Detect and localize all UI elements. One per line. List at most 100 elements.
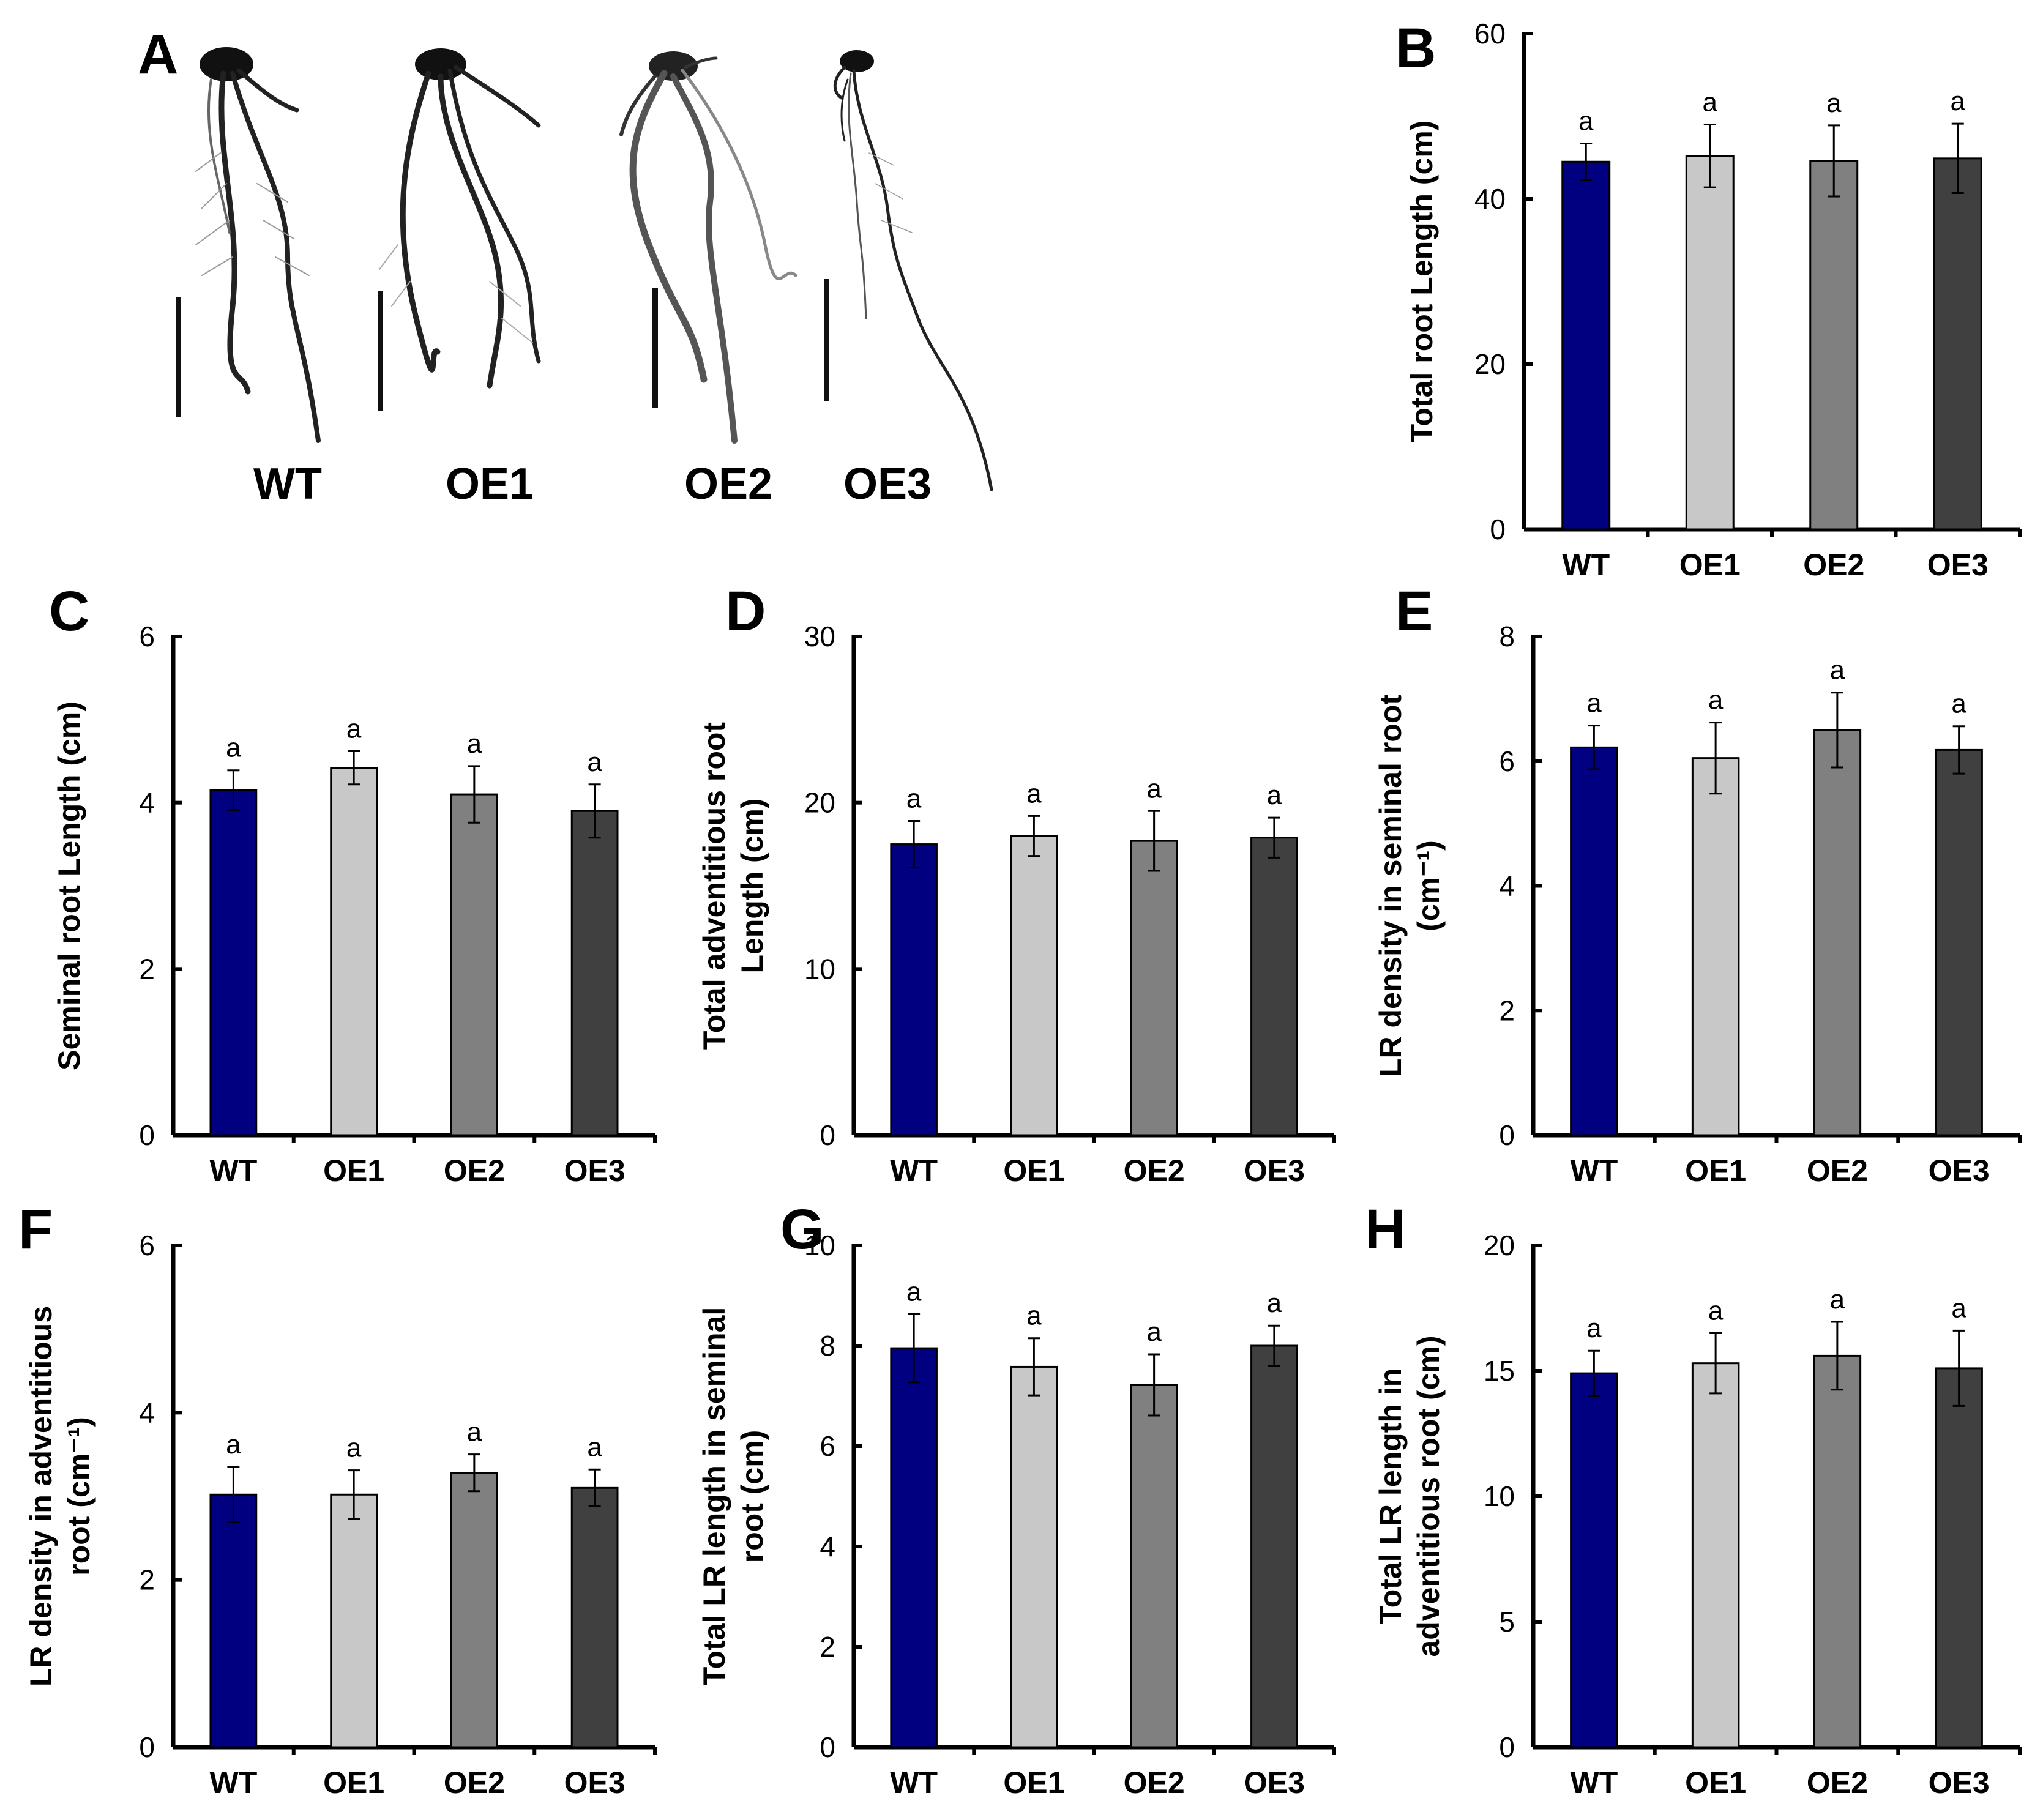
bar-oe3 (1250, 1344, 1298, 1748)
y-tick-label: 0 (139, 1731, 155, 1763)
bar-oe3 (1933, 157, 1982, 531)
y-tick-label: 2 (1499, 994, 1515, 1026)
panel-letter-d: D (725, 580, 766, 643)
bar-oe1 (1010, 1365, 1058, 1748)
x-tick-label-oe2: OE2 (1124, 1154, 1185, 1188)
x-tick-label-oe3: OE3 (1927, 548, 1989, 582)
oe1-seedling-image (379, 48, 541, 389)
significance-label: a (1267, 780, 1282, 810)
significance-label: a (906, 1277, 922, 1307)
oe2-scale-bar (652, 288, 658, 408)
oe3-seedling-image (833, 50, 993, 491)
bar-oe1 (330, 1493, 378, 1748)
bar-oe1 (1691, 757, 1740, 1136)
y-tick-label: 0 (1499, 1119, 1515, 1151)
x-tick-label-oe2: OE2 (444, 1766, 505, 1800)
significance-label: a (226, 733, 241, 763)
x-tick-label-oe1: OE1 (1679, 548, 1741, 582)
significance-label: a (346, 714, 362, 744)
bar-oe1 (1010, 835, 1058, 1136)
y-tick-label: 0 (1499, 1731, 1515, 1763)
bar-wt (209, 789, 258, 1136)
photo-label-oe3: OE3 (843, 460, 932, 509)
x-tick-label-oe3: OE3 (1244, 1154, 1305, 1188)
photo-label-wt: WT (253, 460, 322, 509)
y-tick-label: 0 (820, 1119, 835, 1151)
panel-a-letter: A (138, 23, 178, 86)
y-tick-label: 10 (1484, 1480, 1515, 1512)
x-tick-label-oe1: OE1 (1685, 1154, 1746, 1188)
bar-wt (1570, 746, 1618, 1136)
bar-wt (890, 1347, 938, 1748)
x-tick-label-oe1: OE1 (1685, 1766, 1746, 1800)
x-tick-label-oe2: OE2 (1807, 1766, 1868, 1800)
significance-label: a (1830, 1285, 1845, 1315)
x-tick-label-oe1: OE1 (323, 1154, 384, 1188)
chart-panel-g: G 0 2 4 6 8 10 Total LR length in seminal root (… (697, 1198, 1336, 1800)
x-tick-label-wt: WT (210, 1766, 258, 1800)
y-tick-label: 4 (139, 787, 155, 819)
y-axis-label: Seminal root Length (cm) (52, 701, 86, 1070)
photo-label-oe2: OE2 (684, 460, 772, 509)
significance-label: a (587, 747, 602, 777)
panel-letter-e: E (1395, 580, 1433, 643)
y-tick-label: 6 (1499, 745, 1515, 777)
bar-wt (209, 1493, 258, 1748)
y-tick-label: 4 (139, 1397, 155, 1428)
significance-label: a (1026, 778, 1042, 808)
bar-oe2 (1130, 1384, 1178, 1748)
bar-oe2 (1813, 729, 1862, 1136)
x-tick-label-wt: WT (890, 1154, 938, 1188)
wt-seedling-image (195, 47, 321, 443)
bar-wt (1561, 160, 1611, 531)
y-axis-label: (cm⁻¹) (1411, 840, 1446, 931)
y-tick-label: 8 (1499, 621, 1515, 652)
x-tick-label-wt: WT (210, 1154, 258, 1188)
significance-label: a (467, 729, 482, 759)
x-tick-label-oe3: OE3 (1929, 1766, 1990, 1800)
y-tick-label: 20 (1484, 1229, 1515, 1261)
bar-oe1 (1685, 155, 1735, 531)
bar-oe2 (450, 793, 498, 1136)
y-tick-label: 10 (804, 1229, 835, 1261)
significance-label: a (1578, 106, 1594, 136)
x-tick-label-oe2: OE2 (1803, 548, 1864, 582)
x-tick-label-oe3: OE3 (1244, 1766, 1305, 1800)
significance-label: a (1830, 655, 1845, 685)
chart-panel-h: H 0 5 10 15 20 Total LR length in adventitious … (1365, 1198, 2022, 1800)
panel-letter-g: G (780, 1198, 824, 1261)
significance-label: a (1708, 685, 1724, 715)
oe1-scale-bar (378, 291, 383, 411)
bar-oe3 (570, 1486, 619, 1748)
y-axis-label: Total adventitious root (697, 722, 731, 1050)
bar-wt (1570, 1372, 1618, 1748)
y-tick-label: 60 (1474, 18, 1506, 50)
bar-oe2 (1813, 1354, 1862, 1748)
x-tick-label-oe3: OE3 (564, 1154, 626, 1188)
significance-label: a (467, 1417, 482, 1447)
panel-a-root-photo: A (138, 23, 993, 509)
bar-oe3 (1250, 837, 1298, 1136)
bar-oe2 (1809, 160, 1859, 531)
photo-label-oe1: OE1 (446, 460, 534, 509)
y-tick-label: 0 (139, 1119, 155, 1151)
significance-label: a (1708, 1296, 1724, 1326)
y-axis-label: Length (cm) (735, 798, 769, 973)
y-tick-label: 8 (820, 1330, 835, 1362)
y-tick-label: 0 (1490, 513, 1506, 545)
x-tick-label-wt: WT (1562, 548, 1610, 582)
bar-oe1 (330, 767, 378, 1136)
significance-label: a (1826, 88, 1842, 118)
significance-label: a (1267, 1288, 1282, 1318)
significance-label: a (1586, 1313, 1602, 1343)
x-tick-label-oe1: OE1 (1003, 1766, 1064, 1800)
x-tick-label-oe3: OE3 (564, 1766, 626, 1800)
y-tick-label: 40 (1474, 183, 1506, 215)
significance-label: a (226, 1430, 241, 1460)
significance-label: a (1586, 688, 1602, 718)
y-tick-label: 6 (139, 621, 155, 652)
bar-oe3 (570, 810, 619, 1136)
oe3-scale-bar (824, 279, 829, 401)
x-tick-label-wt: WT (1571, 1154, 1618, 1188)
wt-scale-bar (176, 297, 181, 417)
